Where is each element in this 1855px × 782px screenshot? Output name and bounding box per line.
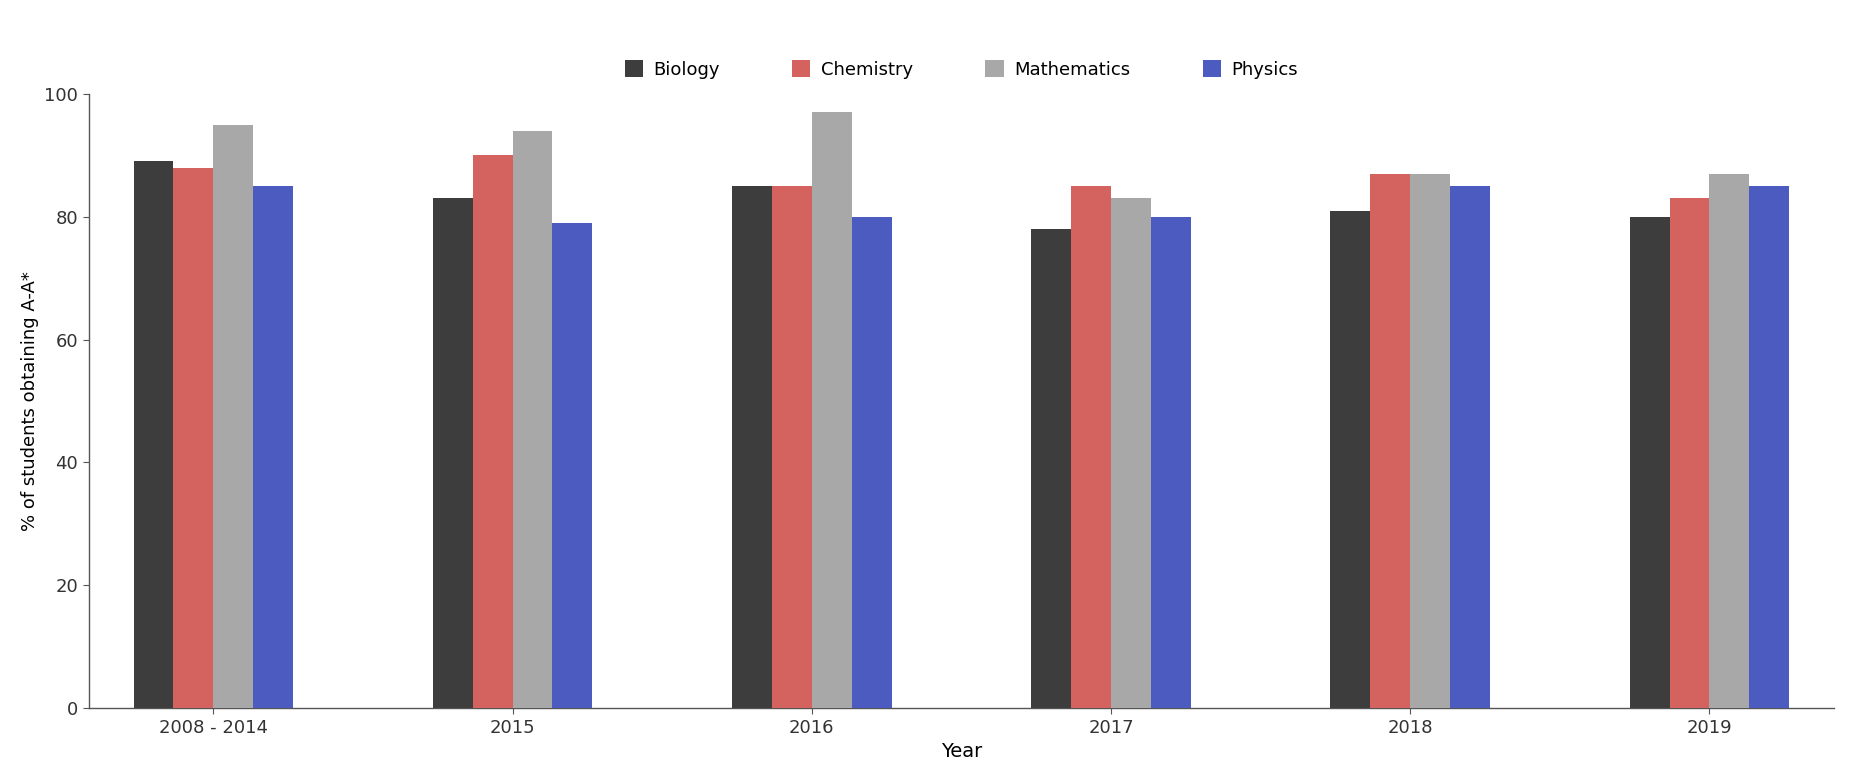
Bar <box>1070 186 1111 708</box>
Bar <box>254 186 293 708</box>
Bar <box>553 223 592 708</box>
Bar <box>1111 199 1150 708</box>
Bar <box>512 131 553 708</box>
Bar <box>812 113 851 708</box>
Bar <box>1710 174 1749 708</box>
Bar <box>1749 186 1790 708</box>
Bar <box>1150 217 1191 708</box>
Bar <box>1031 229 1070 708</box>
X-axis label: Year: Year <box>940 742 981 761</box>
Bar <box>1410 174 1451 708</box>
Bar <box>432 199 473 708</box>
Bar <box>473 156 512 708</box>
Y-axis label: % of students obtaining A-A*: % of students obtaining A-A* <box>20 271 39 531</box>
Bar <box>1670 199 1710 708</box>
Bar <box>1631 217 1670 708</box>
Legend: Biology, Chemistry, Mathematics, Physics: Biology, Chemistry, Mathematics, Physics <box>625 60 1298 79</box>
Bar <box>174 167 213 708</box>
Bar <box>134 161 174 708</box>
Bar <box>1451 186 1490 708</box>
Bar <box>851 217 892 708</box>
Bar <box>772 186 812 708</box>
Bar <box>213 124 254 708</box>
Bar <box>1330 210 1371 708</box>
Bar <box>733 186 772 708</box>
Bar <box>1371 174 1410 708</box>
